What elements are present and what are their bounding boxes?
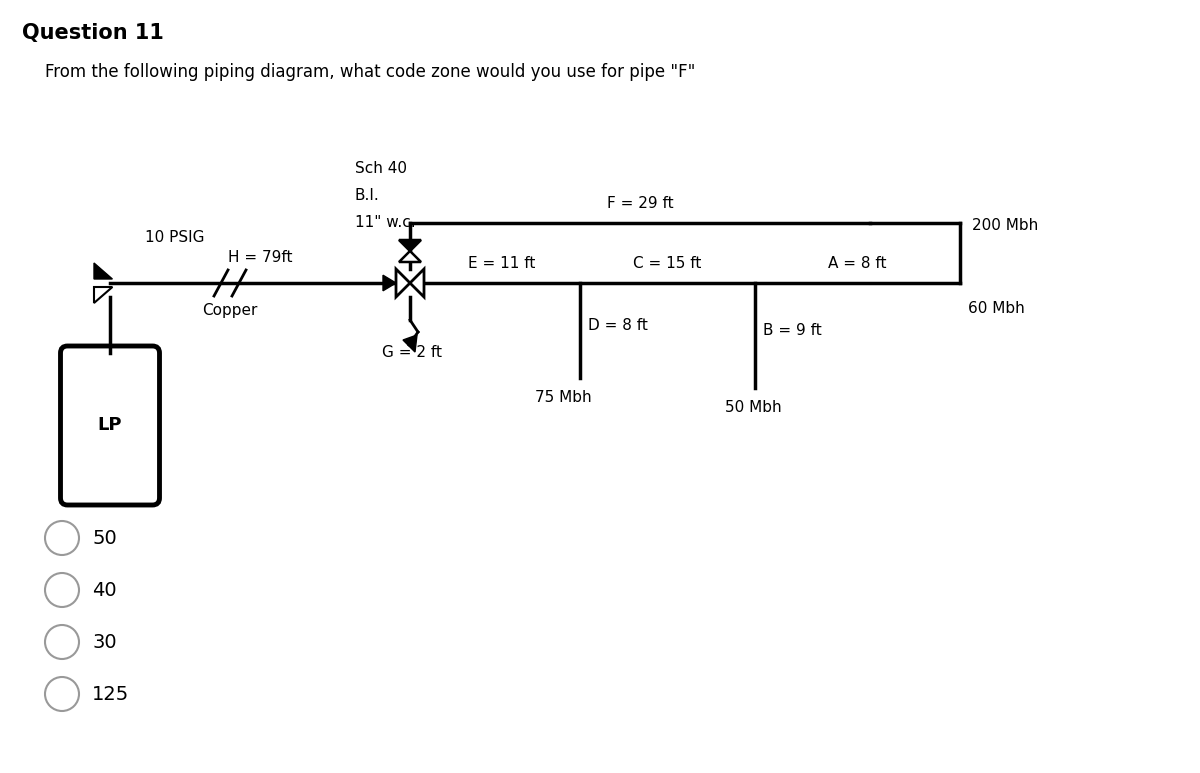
Text: Question 11: Question 11 — [22, 23, 164, 43]
Polygon shape — [94, 287, 113, 303]
Text: F = 29 ft: F = 29 ft — [607, 196, 673, 211]
Text: G = 2 ft: G = 2 ft — [382, 345, 442, 360]
Text: Sch 40: Sch 40 — [355, 161, 407, 176]
Text: D = 8 ft: D = 8 ft — [588, 318, 648, 333]
Polygon shape — [403, 335, 418, 352]
Text: H = 79ft: H = 79ft — [228, 250, 293, 265]
Polygon shape — [398, 251, 421, 262]
Circle shape — [46, 521, 79, 555]
Text: Copper: Copper — [203, 303, 258, 318]
Text: 50 Mbh: 50 Mbh — [725, 400, 781, 415]
Circle shape — [46, 625, 79, 659]
Text: 75 Mbh: 75 Mbh — [535, 390, 592, 405]
Polygon shape — [410, 269, 424, 297]
Text: B.I.: B.I. — [355, 188, 379, 203]
Text: E = 11 ft: E = 11 ft — [468, 256, 535, 271]
Text: From the following piping diagram, what code zone would you use for pipe "F": From the following piping diagram, what … — [46, 63, 695, 81]
Polygon shape — [94, 263, 113, 279]
Text: 10 PSIG: 10 PSIG — [145, 230, 204, 246]
Polygon shape — [396, 269, 410, 297]
Polygon shape — [383, 275, 396, 291]
Text: 11" w.c.: 11" w.c. — [355, 215, 415, 230]
Polygon shape — [398, 240, 421, 251]
Text: 40: 40 — [92, 581, 116, 600]
FancyBboxPatch shape — [60, 346, 160, 505]
Text: 60 Mbh: 60 Mbh — [968, 301, 1025, 316]
Text: 125: 125 — [92, 685, 130, 703]
Text: 200 Mbh: 200 Mbh — [972, 217, 1038, 233]
Text: C = 15 ft: C = 15 ft — [634, 256, 702, 271]
Text: 50: 50 — [92, 529, 116, 547]
Text: LP: LP — [97, 417, 122, 434]
Text: 30: 30 — [92, 632, 116, 652]
Text: B = 9 ft: B = 9 ft — [763, 323, 822, 338]
Text: A = 8 ft: A = 8 ft — [828, 256, 887, 271]
Circle shape — [46, 677, 79, 711]
Circle shape — [46, 573, 79, 607]
